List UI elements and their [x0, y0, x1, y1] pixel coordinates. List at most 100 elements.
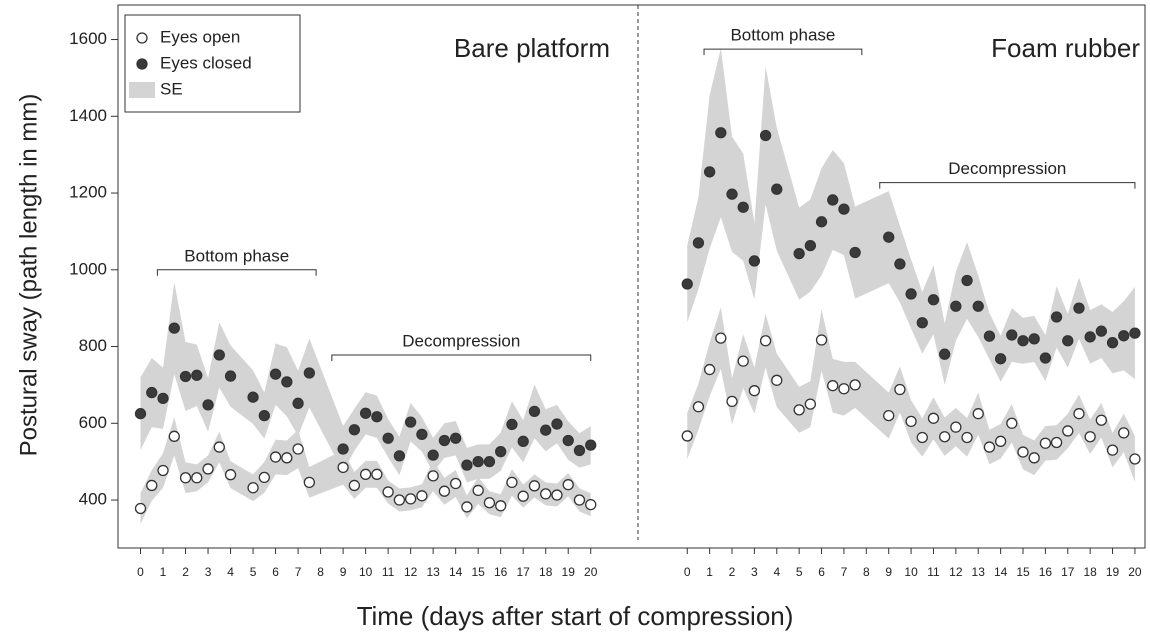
y-axis-label: Postural sway (path length in mm) — [15, 94, 42, 457]
data-point — [202, 399, 214, 411]
plot-frame — [117, 4, 1146, 549]
data-point — [950, 421, 962, 433]
x-axis-label: Time (days after start of compression) — [357, 601, 794, 631]
panel-title: Bare platform — [454, 33, 610, 63]
x-tick-label: 0 — [684, 565, 691, 579]
x-tick-label: 11 — [382, 565, 395, 579]
annotation-bracket — [331, 354, 592, 361]
data-point — [771, 374, 783, 386]
data-point — [827, 380, 839, 392]
annotation-label: Decompression — [402, 331, 520, 350]
x-tick-label: 11 — [927, 565, 940, 579]
data-point — [517, 435, 529, 447]
x-tick-label: 5 — [796, 565, 803, 579]
data-point — [281, 376, 293, 388]
x-tick-label: 18 — [539, 565, 553, 579]
x-tick-label: 14 — [449, 565, 463, 579]
data-point — [179, 472, 192, 484]
data-point — [495, 500, 507, 512]
x-tick-label: 2 — [729, 565, 736, 579]
data-point — [157, 392, 169, 404]
data-point — [1039, 437, 1052, 449]
data-point — [692, 401, 705, 413]
data-point — [1062, 335, 1074, 347]
data-point — [1039, 352, 1052, 364]
annotation-label: Decompression — [948, 159, 1066, 178]
data-point — [983, 441, 996, 453]
data-point — [927, 294, 940, 306]
x-tick-label: 12 — [404, 565, 418, 579]
x-tick-label: 9 — [340, 565, 347, 579]
data-point — [726, 395, 738, 408]
data-point — [472, 456, 484, 468]
data-point — [585, 439, 597, 451]
panel-title: Foam rubber — [991, 33, 1140, 63]
data-point — [1028, 333, 1040, 345]
annotation-bracket — [156, 269, 317, 276]
legend-band — [129, 82, 155, 98]
se-band — [687, 48, 1135, 385]
data-point — [292, 397, 304, 409]
data-point — [416, 490, 428, 502]
data-point — [793, 248, 805, 260]
data-point — [461, 501, 473, 513]
data-point — [972, 408, 984, 420]
data-point — [759, 129, 772, 142]
data-point — [134, 408, 147, 420]
data-point — [528, 405, 541, 418]
data-point — [1129, 453, 1141, 465]
data-point — [258, 471, 270, 484]
data-point — [281, 452, 293, 464]
data-point — [337, 461, 349, 474]
data-point — [134, 502, 147, 515]
data-point — [815, 216, 828, 228]
data-point — [759, 335, 772, 347]
data-point — [393, 494, 406, 506]
data-point — [1073, 408, 1085, 420]
data-point — [450, 432, 462, 444]
x-tick-label: 7 — [841, 565, 848, 579]
data-point — [1062, 425, 1074, 437]
data-point — [269, 368, 282, 380]
data-point — [726, 188, 738, 200]
data-point — [438, 485, 451, 497]
data-point — [247, 391, 259, 403]
y-tick-label: 600 — [79, 413, 107, 432]
data-point — [292, 443, 304, 455]
data-point — [224, 370, 237, 382]
data-point — [994, 435, 1007, 447]
data-point — [359, 468, 372, 480]
data-point — [168, 430, 180, 442]
data-point — [224, 469, 237, 481]
data-point — [1017, 335, 1029, 347]
x-tick-label: 6 — [818, 565, 825, 579]
data-point — [450, 477, 462, 490]
data-point — [681, 430, 693, 442]
data-point — [1095, 325, 1108, 337]
data-point — [916, 317, 928, 329]
y-tick-label: 1600 — [69, 29, 107, 48]
data-point — [894, 383, 906, 396]
data-point — [939, 348, 951, 360]
x-tick-label: 2 — [182, 565, 189, 579]
x-tick-label: 0 — [137, 565, 144, 579]
data-point — [191, 472, 203, 484]
x-tick-label: 1 — [160, 565, 167, 579]
data-point — [1084, 431, 1096, 443]
data-point — [427, 449, 439, 461]
data-point — [472, 484, 484, 497]
data-point — [983, 330, 996, 342]
data-point — [748, 255, 761, 267]
data-point — [748, 385, 761, 397]
data-point — [972, 300, 984, 312]
data-point — [905, 288, 917, 300]
data-point — [258, 409, 270, 422]
x-tick-label: 5 — [250, 565, 257, 579]
data-point — [838, 203, 850, 215]
data-point — [715, 127, 727, 139]
annotation-label: Bottom phase — [730, 26, 835, 45]
data-point — [528, 480, 541, 492]
data-point — [961, 274, 973, 287]
data-point — [585, 498, 597, 511]
